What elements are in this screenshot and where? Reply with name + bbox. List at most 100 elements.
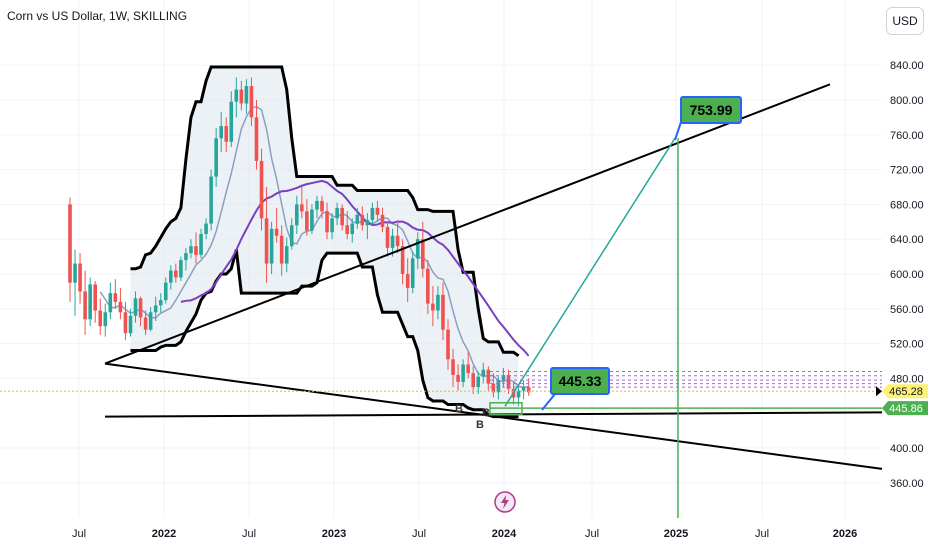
candle-body — [78, 263, 82, 292]
x-tick-label: 2025 — [664, 528, 688, 540]
level-price-badge-bg — [882, 401, 928, 416]
x-tick-label: Jul — [412, 528, 426, 540]
envelope-band — [99, 65, 530, 419]
target-label-pointer — [674, 121, 682, 141]
current-price-badge-bg — [882, 384, 928, 399]
candle-body — [128, 315, 133, 334]
candle-body — [526, 387, 531, 393]
candle-body — [506, 374, 511, 389]
y-tick-label: 680.00 — [890, 199, 924, 211]
candle-body — [310, 209, 314, 231]
y-tick-label: 600.00 — [890, 269, 924, 281]
x-tick-label: 2024 — [492, 528, 517, 540]
candle-body — [284, 246, 289, 264]
tradingview-bolt-icon — [494, 491, 516, 513]
time-axis[interactable]: Jul 2022 Jul 2023 Jul 2024 Jul 2025 Jul 2026 — [72, 528, 857, 540]
candle-body — [491, 383, 496, 393]
candle-body — [214, 138, 218, 177]
candle-body — [375, 207, 380, 215]
candle-body — [456, 374, 460, 382]
candle-body — [239, 89, 244, 104]
slow-ma-line — [180, 179, 530, 357]
candle-body — [385, 227, 390, 248]
candle-body — [83, 291, 87, 320]
y-tick-label: 400.00 — [890, 443, 924, 455]
target-label-box[interactable] — [680, 96, 742, 124]
candle-body — [289, 225, 294, 247]
candle-body — [421, 239, 425, 269]
y-tick-label: 760.00 — [890, 130, 924, 142]
candle-body — [224, 126, 229, 142]
candle-body — [380, 214, 385, 228]
x-tick-label: 2023 — [322, 528, 346, 540]
candle-body — [163, 282, 168, 301]
candle-body — [320, 200, 324, 212]
y-tick-label: 360.00 — [890, 478, 924, 490]
candle-body — [325, 211, 329, 233]
candle-body — [315, 200, 319, 210]
candle-body — [340, 207, 344, 226]
candle-body — [426, 268, 430, 304]
x-tick-label: 2026 — [833, 528, 857, 540]
candle-body — [98, 310, 103, 327]
candle-body — [365, 220, 370, 226]
y-tick-label: 640.00 — [890, 234, 924, 246]
candle-body — [174, 270, 178, 278]
candle-body — [330, 218, 334, 233]
falling-trendline[interactable] — [104, 362, 883, 470]
price-arrow-icon — [876, 386, 882, 397]
x-tick-label: Jul — [585, 528, 599, 540]
y-tick-label: 800.00 — [890, 95, 924, 107]
candle-body — [471, 373, 475, 388]
candle-body — [446, 329, 450, 360]
current-price-badge: 465.28 — [889, 386, 923, 398]
candle-body — [395, 235, 400, 247]
candle-body — [148, 312, 153, 330]
level-price-badge: 445.86 — [889, 403, 923, 415]
candle-body — [184, 253, 188, 261]
entry-label-pointer — [541, 393, 556, 411]
candle-body — [415, 239, 420, 259]
envelope-lower-line — [130, 249, 519, 419]
y-tick-label: 480.00 — [890, 373, 924, 385]
buy-marker: B — [482, 407, 490, 419]
candle-body — [300, 204, 304, 212]
candle-body — [169, 270, 173, 283]
candle-body — [496, 380, 501, 393]
candle-body — [249, 86, 254, 118]
entry-label-text: 445.33 — [559, 373, 602, 389]
x-tick-label: Jul — [72, 528, 86, 540]
drawing-lines — [0, 83, 883, 518]
candle-body — [73, 263, 77, 283]
candle-body — [254, 117, 259, 161]
candle-body — [123, 312, 128, 334]
candle-body — [234, 89, 239, 102]
x-tick-label: Jul — [755, 528, 769, 540]
candle-body — [209, 176, 213, 224]
x-tick-label: Jul — [242, 528, 256, 540]
candle-body — [410, 258, 415, 288]
candle-body — [476, 376, 481, 388]
candle-body — [461, 364, 465, 382]
y-tick-label: 520.00 — [890, 339, 924, 351]
rising-trendline[interactable] — [104, 83, 831, 365]
candle-body — [400, 246, 405, 274]
entry-label-box[interactable] — [550, 367, 610, 395]
x-tick-label: 2022 — [152, 528, 176, 540]
candle-body — [143, 317, 148, 330]
candle-body — [108, 293, 113, 313]
candle-body — [194, 246, 198, 255]
candle-body — [259, 160, 264, 219]
candle-body — [481, 369, 486, 377]
currency-button[interactable]: USD — [886, 7, 924, 35]
y-tick-label: 840.00 — [890, 60, 924, 72]
entry-box — [489, 402, 523, 416]
candle-body — [335, 207, 339, 219]
candle-body — [264, 218, 269, 264]
price-axis[interactable]: 840.00 800.00 760.00 720.00 680.00 640.00 600.… — [876, 60, 928, 490]
candle-body — [189, 246, 193, 254]
candle-body — [390, 235, 395, 248]
candle-body — [431, 303, 435, 311]
